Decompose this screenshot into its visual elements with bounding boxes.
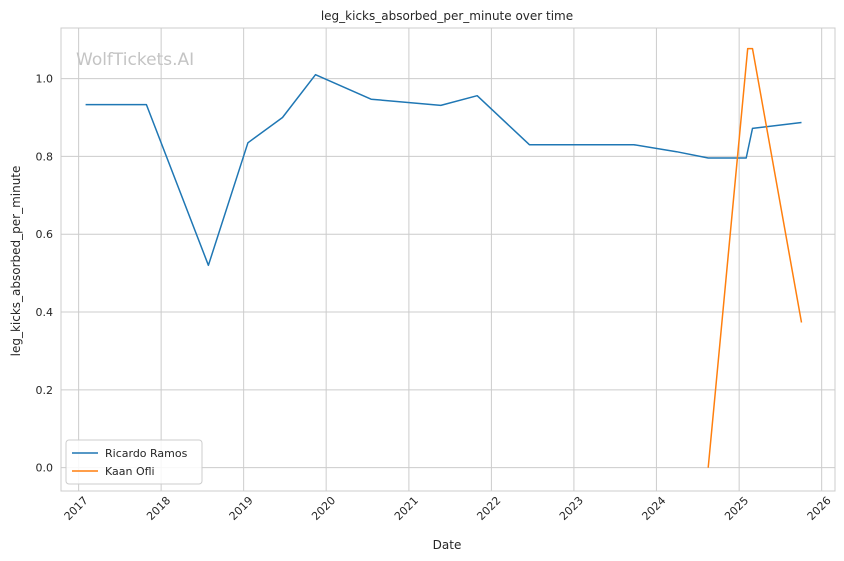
plot-frame bbox=[60, 27, 836, 492]
watermark: WolfTickets.AI bbox=[76, 50, 194, 70]
y-tick-label: 0.0 bbox=[36, 462, 54, 475]
y-axis-title: leg_kicks_absorbed_per_minute bbox=[9, 166, 23, 357]
grid-lines bbox=[61, 28, 835, 491]
x-axis-title: Date bbox=[433, 538, 462, 552]
legend: Ricardo Ramos Kaan Ofli bbox=[65, 439, 203, 485]
y-tick-label: 0.2 bbox=[36, 384, 54, 397]
legend-label-kaan-ofli: Kaan Ofli bbox=[105, 465, 155, 478]
series-line-ricardo-ramos bbox=[85, 73, 802, 267]
chart-title: leg_kicks_absorbed_per_minute over time bbox=[321, 9, 573, 23]
series-layer bbox=[85, 47, 803, 468]
series-line-kaan-ofli bbox=[707, 47, 803, 468]
legend-label-ricardo-ramos: Ricardo Ramos bbox=[105, 447, 188, 460]
y-tick-labels: 0.0 0.2 0.4 0.6 0.8 1.0 bbox=[36, 73, 54, 475]
legend-box bbox=[65, 439, 203, 485]
y-tick-label: 0.4 bbox=[36, 306, 54, 319]
y-tick-label: 1.0 bbox=[36, 73, 54, 86]
y-tick-label: 0.8 bbox=[36, 150, 54, 163]
y-tick-label: 0.6 bbox=[36, 228, 54, 241]
